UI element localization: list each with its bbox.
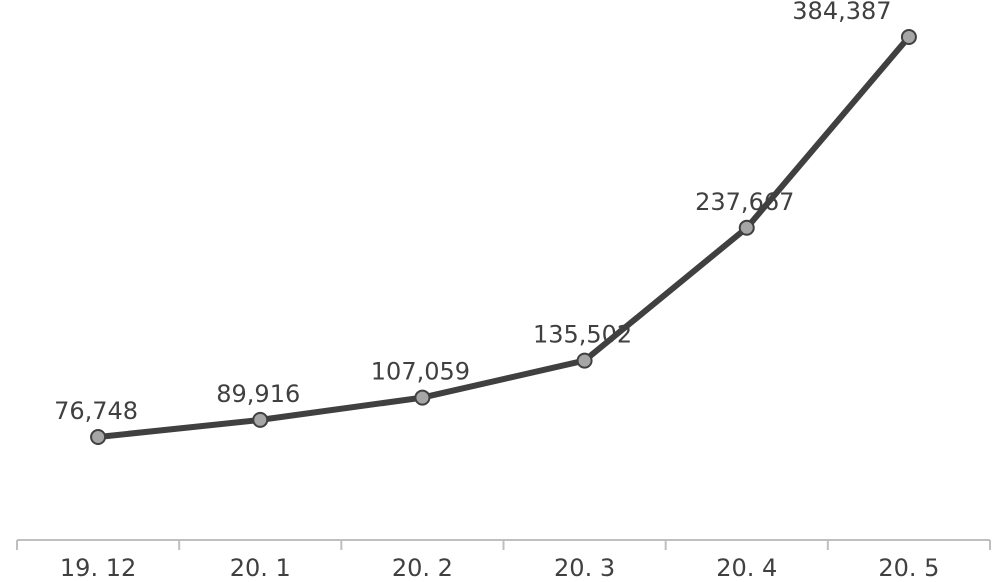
x-tick-label: 20. 3 bbox=[554, 554, 615, 582]
data-label: 107,059 bbox=[371, 358, 470, 386]
x-tick-label: 20. 4 bbox=[716, 554, 777, 582]
data-point bbox=[738, 219, 755, 236]
data-point bbox=[576, 352, 593, 369]
data-label: 135,502 bbox=[533, 321, 632, 349]
x-tick-labels: 19. 12 20. 1 20. 2 20. 3 20. 4 20. 5 bbox=[60, 554, 940, 582]
data-point bbox=[252, 411, 269, 428]
x-tick-label: 20. 1 bbox=[230, 554, 291, 582]
series-group bbox=[90, 29, 917, 445]
x-axis bbox=[16, 539, 991, 550]
data-labels: 76,748 89,916 107,059 135,502 237,667 384,387 bbox=[54, 0, 891, 425]
data-label: 237,667 bbox=[695, 188, 794, 216]
data-label: 384,387 bbox=[792, 0, 891, 25]
x-tick-label: 19. 12 bbox=[60, 554, 136, 582]
data-point bbox=[414, 389, 431, 406]
data-label: 76,748 bbox=[54, 397, 138, 425]
data-point bbox=[90, 429, 107, 445]
x-tick-label: 20. 5 bbox=[878, 554, 939, 582]
data-point bbox=[900, 29, 917, 45]
x-tick-label: 20. 2 bbox=[392, 554, 453, 582]
data-label: 89,916 bbox=[216, 380, 300, 408]
series-line bbox=[95, 34, 912, 440]
